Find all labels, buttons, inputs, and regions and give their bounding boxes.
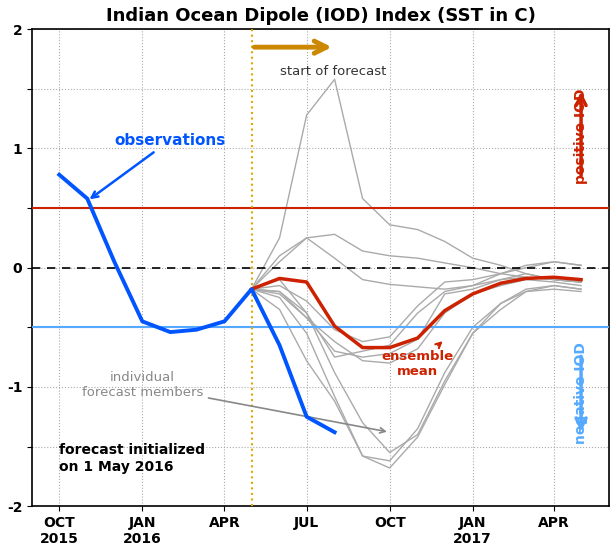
Title: Indian Ocean Dipole (IOD) Index (SST in C): Indian Ocean Dipole (IOD) Index (SST in … [106,7,535,25]
Text: negative IOD: negative IOD [574,342,588,444]
Text: ensemble
mean: ensemble mean [381,343,454,378]
Text: observations: observations [92,133,225,197]
Text: individual
forecast members: individual forecast members [82,372,385,433]
Text: positive IOD: positive IOD [574,89,588,184]
Text: start of forecast: start of forecast [280,65,386,77]
Text: forecast initialized
on 1 May 2016: forecast initialized on 1 May 2016 [59,444,205,473]
